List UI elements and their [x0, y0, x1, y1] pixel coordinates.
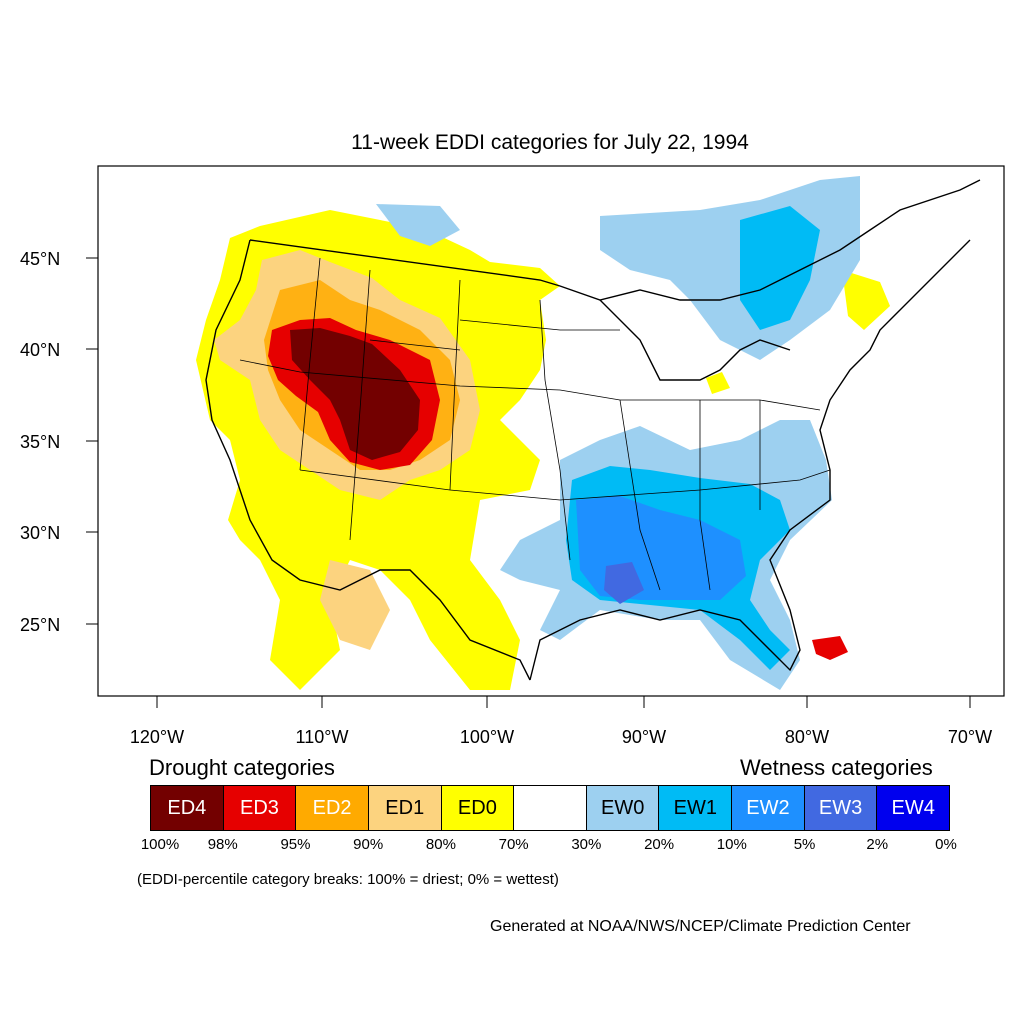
legend-cell-neutral	[514, 786, 587, 830]
break-label: 80%	[425, 836, 456, 853]
break-label: 2%	[866, 836, 889, 853]
legend-cell-ed0: ED0	[441, 786, 515, 830]
break-label: 90%	[353, 836, 384, 853]
ed4-region-west	[290, 328, 420, 460]
lat-label-25: 25°N	[20, 615, 60, 635]
ew3-region-louisiana	[604, 562, 644, 604]
ed3-region-cuba	[812, 636, 848, 660]
state-boundaries	[239, 257, 831, 591]
ed0-region-michigan	[706, 372, 730, 394]
ew1-region-north	[740, 206, 820, 330]
legend-cell-ed4: ED4	[151, 786, 224, 830]
lat-label-30: 30°N	[20, 523, 60, 543]
lat-label-35: 35°N	[20, 432, 60, 452]
lon-label-120: 120°W	[130, 727, 184, 747]
us-outline	[205, 179, 981, 681]
legend-cell-ed3: ED3	[223, 786, 297, 830]
ed0-region-northeast	[842, 270, 890, 330]
drought-categories-heading: Drought categories	[149, 755, 335, 780]
map-title: 11-week EDDI categories for July 22, 199…	[351, 131, 749, 154]
break-label: 100%	[140, 836, 180, 853]
category-break-note: (EDDI-percentile category breaks: 100% =…	[137, 871, 559, 888]
legend-cell-ew3: EW3	[804, 786, 878, 830]
ew0-region-nw	[376, 204, 460, 246]
legend-cell-ed2: ED2	[296, 786, 369, 830]
map-frame	[97, 165, 1005, 697]
credit-line: Generated at NOAA/NWS/NCEP/Climate Predi…	[490, 918, 911, 935]
legend-cell-ed1: ED1	[368, 786, 442, 830]
lon-label-90: 90°W	[622, 727, 666, 747]
category-legend-bar: ED4 ED3 ED2 ED1 ED0 EW0 EW1 EW2 EW3 EW4	[150, 785, 950, 831]
break-label: 30%	[571, 836, 602, 853]
eddi-map: 45°N 40°N 35°N 30°N 25°N 120°W 110°W 100…	[20, 165, 1005, 747]
break-label: 0%	[935, 836, 957, 853]
category-break-labels: 100% 98% 95% 90% 80% 70% 30% 20% 10% 5% 2% 0%	[0, 836, 1024, 856]
break-label: 10%	[716, 836, 747, 853]
break-label: 20%	[644, 836, 675, 853]
ed1-region-mexico	[320, 560, 390, 650]
lon-label-70: 70°W	[948, 727, 992, 747]
legend-cell-ew4: EW4	[877, 786, 950, 830]
lon-label-110: 110°W	[296, 727, 349, 747]
lon-label-100: 100°W	[460, 727, 514, 747]
lat-label-40: 40°N	[20, 340, 60, 360]
legend-cell-ew1: EW1	[659, 786, 733, 830]
ew0-region-north	[600, 176, 860, 360]
lat-label-45: 45°N	[20, 249, 60, 269]
wetness-categories-heading: Wetness categories	[740, 755, 933, 780]
break-label: 95%	[280, 836, 311, 853]
lon-label-80: 80°W	[785, 727, 829, 747]
break-label: 98%	[207, 836, 238, 853]
legend-cell-ew0: EW0	[586, 786, 660, 830]
break-label: 5%	[793, 836, 816, 853]
legend-cell-ew2: EW2	[732, 786, 805, 830]
break-label: 70%	[498, 836, 529, 853]
